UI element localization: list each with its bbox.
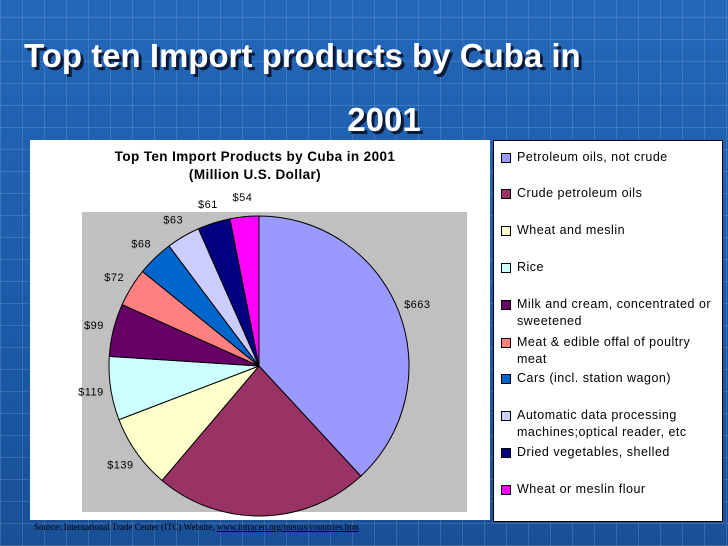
data-label-0: $663 bbox=[404, 299, 430, 311]
source-note: Source: International Trade Center (ITC)… bbox=[34, 522, 484, 532]
legend-label: Milk and cream, concentrated or sweetene… bbox=[517, 297, 712, 328]
chart-legend: Petroleum oils, not crude Crude petroleum… bbox=[493, 140, 723, 522]
legend-label: Cars (incl. station wagon) bbox=[517, 371, 672, 385]
legend-item-1: Crude petroleum oils bbox=[501, 185, 717, 202]
legend-item-8: Dried vegetables, shelled bbox=[501, 444, 717, 461]
chart-title-line1: Top Ten Import Products by Cuba in 2001 bbox=[114, 149, 396, 164]
legend-label: Wheat and meslin bbox=[517, 223, 626, 237]
legend-label: Rice bbox=[517, 260, 545, 274]
legend-item-3: Rice bbox=[501, 259, 717, 276]
slide-title-line2: 2001 bbox=[347, 101, 421, 138]
legend-swatch bbox=[501, 226, 511, 236]
chart-subtitle: (Million U.S. Dollar) bbox=[188, 167, 322, 182]
data-label-9: $54 bbox=[233, 192, 253, 204]
data-label-2: $139 bbox=[107, 459, 133, 471]
slide-title: Top ten Import products by Cuba in 2001 bbox=[0, 24, 728, 152]
pie-slice-9 bbox=[229, 215, 260, 367]
chart-title: Top Ten Import Products by Cuba in 2001 … bbox=[30, 148, 480, 184]
legend-label: Wheat or meslin flour bbox=[517, 482, 646, 496]
legend-item-0: Petroleum oils, not crude bbox=[501, 149, 717, 166]
legend-label: Petroleum oils, not crude bbox=[517, 150, 668, 164]
legend-label: Crude petroleum oils bbox=[517, 186, 643, 200]
legend-item-6: Cars (incl. station wagon) bbox=[501, 370, 717, 387]
legend-swatch bbox=[501, 263, 511, 273]
data-label-6: $68 bbox=[131, 238, 151, 250]
legend-swatch bbox=[501, 189, 511, 199]
chart-area: Top Ten Import Products by Cuba in 2001 … bbox=[30, 140, 490, 520]
legend-swatch bbox=[501, 448, 511, 458]
data-label-5: $72 bbox=[104, 272, 124, 284]
legend-swatch bbox=[501, 300, 511, 310]
legend-item-2: Wheat and meslin bbox=[501, 222, 717, 239]
legend-swatch bbox=[501, 411, 511, 421]
slide-title-line1: Top ten Import products by Cuba in bbox=[24, 37, 581, 74]
legend-swatch bbox=[501, 374, 511, 384]
legend-label: Automatic data processing machines;optic… bbox=[517, 408, 687, 439]
legend-label: Meat & edible offal of poultry meat bbox=[517, 335, 691, 366]
source-text: Source: International Trade Center (ITC)… bbox=[34, 522, 217, 532]
pie-chart: $663 $139 $119 $99 $72 $68 $63 $61 $54 bbox=[78, 192, 430, 517]
pie-slice-0 bbox=[258, 215, 410, 477]
data-label-8: $61 bbox=[198, 199, 218, 211]
legend-item-7: Automatic data processing machines;optic… bbox=[501, 407, 717, 441]
legend-item-5: Meat & edible offal of poultry meat bbox=[501, 334, 717, 368]
legend-label: Dried vegetables, shelled bbox=[517, 445, 670, 459]
legend-item-9: Wheat or meslin flour bbox=[501, 481, 717, 498]
pie-slice-1 bbox=[161, 365, 362, 517]
legend-swatch bbox=[501, 485, 511, 495]
source-link[interactable]: www.intracen.org/menus/countries.htm bbox=[216, 522, 359, 532]
data-label-3: $119 bbox=[78, 387, 104, 399]
legend-swatch bbox=[501, 153, 511, 163]
legend-item-4: Milk and cream, concentrated or sweetene… bbox=[501, 296, 717, 330]
data-label-4: $99 bbox=[84, 320, 104, 332]
data-label-7: $63 bbox=[163, 214, 183, 226]
legend-swatch bbox=[501, 338, 511, 348]
